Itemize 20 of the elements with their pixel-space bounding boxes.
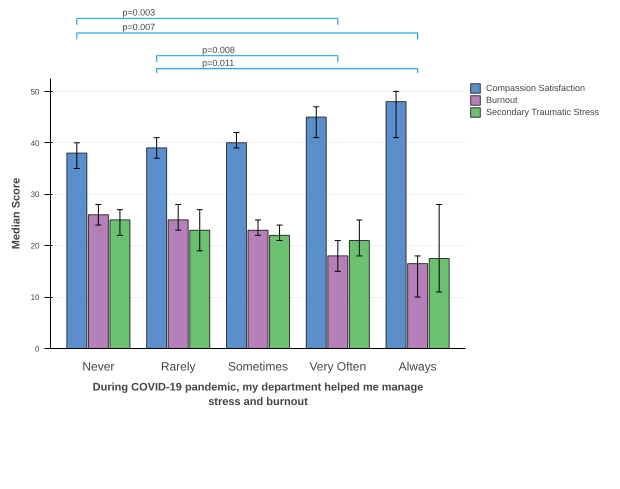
x-axis-title: During COVID-19 pandemic, my department helped me manage stress and burnout	[92, 382, 424, 408]
text: p=0.008	[202, 44, 235, 55]
x-tick-label: Very Often	[309, 360, 366, 374]
x-tick-label: Always	[398, 360, 437, 374]
text: p=0.011	[202, 58, 234, 68]
y-tick-label: 0	[35, 344, 40, 354]
legend-label: Compassion Satisfaction	[486, 83, 586, 93]
legend-label: Secondary Traumatic Stress	[486, 107, 600, 117]
y-tick-label: 10	[30, 293, 40, 302]
y-axis-title: Median Score	[10, 178, 23, 250]
text: p=0.007	[122, 22, 156, 32]
x-tick-label: Never	[82, 360, 114, 374]
x-tick-label: Rarely	[160, 360, 196, 374]
y-tick-label: 20	[30, 242, 40, 251]
y-tick-label: 30	[30, 190, 40, 200]
y-tick-label: 50	[30, 87, 40, 96]
legend-label: Burnout	[486, 95, 518, 105]
text: p=0.003	[122, 8, 156, 18]
y-tick-label: 40	[30, 138, 40, 148]
x-tick-label: Sometimes	[228, 360, 288, 374]
